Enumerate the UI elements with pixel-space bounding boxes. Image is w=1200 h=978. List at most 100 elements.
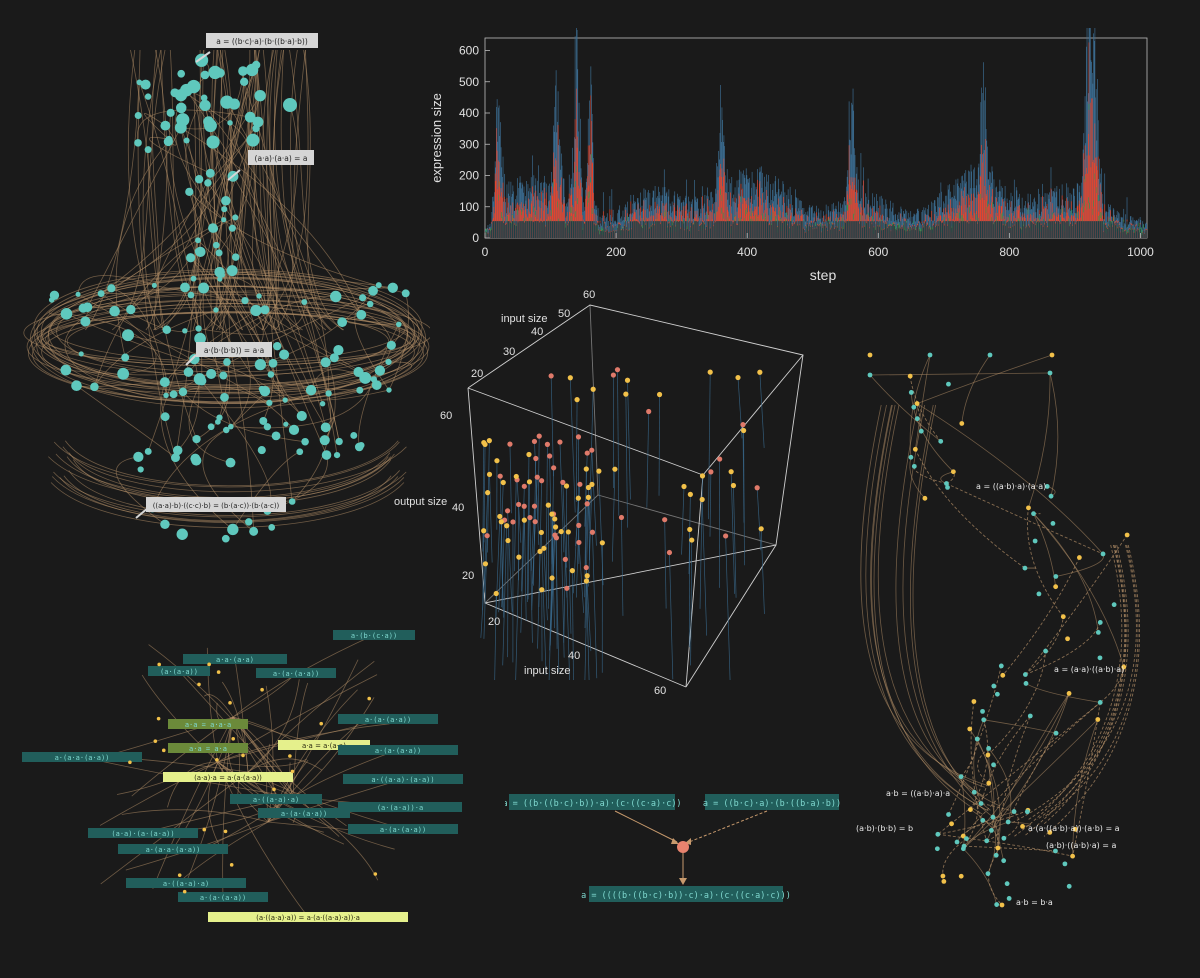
- bar-base: [1020, 228, 1022, 238]
- bar-base: [623, 230, 624, 238]
- bar-base: [1122, 229, 1123, 238]
- bar-base: [927, 225, 929, 238]
- graph2-edge: [1036, 544, 1129, 820]
- graph2-edge: [1033, 513, 1099, 633]
- bar-base: [878, 221, 879, 238]
- graph2-label-1: a = ((a·b)·a)·(a·a): [976, 482, 1046, 491]
- graph1-node: [246, 133, 260, 147]
- bar-base: [532, 221, 533, 238]
- scatter-stem: [709, 471, 712, 537]
- bar-red: [578, 185, 579, 238]
- bar-green: [849, 198, 851, 205]
- bar-base: [728, 221, 729, 238]
- graph1-node: [350, 432, 358, 439]
- bar-total: [1126, 197, 1128, 238]
- bar-base: [814, 228, 816, 238]
- bar-red: [517, 202, 518, 238]
- graph2-node: [918, 428, 924, 434]
- bar-base: [933, 224, 934, 238]
- bar-base: [835, 221, 836, 238]
- scatter-point: [497, 473, 503, 479]
- bar-base: [488, 229, 490, 238]
- bar-base: [620, 224, 621, 238]
- bar-base: [1019, 221, 1020, 238]
- bar-base: [690, 227, 691, 238]
- bar-base: [645, 224, 647, 238]
- bar-red: [983, 153, 984, 238]
- bar-base: [1093, 221, 1094, 238]
- graph1-node: [194, 175, 204, 184]
- bar-red: [588, 185, 590, 238]
- graph1-node: [169, 390, 178, 399]
- bar-base: [1038, 221, 1040, 238]
- bar-base: [776, 221, 778, 238]
- bar-total: [940, 182, 942, 238]
- bar-total: [846, 186, 847, 238]
- bar-base: [799, 225, 801, 238]
- x-tick-label: 600: [868, 245, 888, 259]
- bar-base: [1077, 221, 1079, 238]
- scatter-stem: [501, 520, 505, 608]
- graph3-edge: [222, 716, 234, 898]
- bar-total: [527, 184, 529, 238]
- bar-base: [660, 221, 662, 238]
- bar-total: [816, 215, 818, 238]
- bar-total: [736, 198, 737, 238]
- bar-base: [486, 231, 487, 238]
- graph2-edge: [964, 845, 1056, 852]
- bar-base: [627, 221, 628, 238]
- scatter-stem: [545, 444, 548, 592]
- graph1-node: [385, 358, 392, 366]
- graph1-node: [320, 357, 331, 368]
- graph2-node: [988, 828, 994, 833]
- graph2-edge: [916, 403, 1104, 555]
- bar-green: [853, 213, 855, 220]
- bar-base: [1086, 221, 1088, 238]
- graph1-node: [357, 441, 365, 449]
- bar-base: [760, 221, 761, 238]
- bar-base: [1029, 227, 1030, 238]
- bar-red: [507, 202, 509, 238]
- graph3-edge: [247, 679, 300, 773]
- bar-green: [850, 198, 852, 205]
- graph2-node: [911, 463, 917, 469]
- graph2-nodes: [867, 352, 1130, 908]
- scatter-stem: [566, 588, 570, 681]
- bar-base: [1107, 221, 1109, 238]
- bar-base: [909, 224, 910, 238]
- bar-base: [867, 221, 868, 238]
- graph2-node: [960, 833, 966, 839]
- bar-green: [746, 208, 748, 215]
- bar-total: [645, 199, 647, 238]
- bar-base: [816, 221, 817, 238]
- scatter-point: [544, 441, 551, 447]
- graph1-node: [283, 421, 289, 427]
- bar-red: [766, 190, 767, 238]
- bar-base: [879, 221, 881, 238]
- bar-base: [579, 221, 581, 238]
- graph1-edge: [230, 379, 375, 429]
- bar-base: [817, 226, 819, 238]
- bar-red: [857, 202, 858, 238]
- bar-base: [517, 221, 518, 238]
- bar-base: [576, 221, 578, 238]
- scatter-point: [741, 427, 747, 434]
- graph3-node: [197, 682, 201, 687]
- bar-base: [718, 221, 720, 238]
- bar-total: [804, 214, 805, 238]
- bar-total: [543, 182, 544, 238]
- graph1-node: [204, 179, 212, 187]
- bar-base: [566, 221, 568, 238]
- bar-total: [1133, 224, 1134, 238]
- scatter-point: [584, 573, 590, 579]
- proof-arrow-down: [679, 878, 687, 885]
- bar-total: [515, 210, 517, 238]
- bar-total: [781, 191, 782, 238]
- bar-base: [1099, 221, 1101, 238]
- graph1-node: [223, 426, 230, 434]
- scatter-stem: [575, 525, 580, 598]
- bar-base: [831, 223, 833, 238]
- bar-base: [1053, 221, 1055, 238]
- y-tick-label: 600: [459, 44, 479, 58]
- bar-base: [591, 221, 593, 238]
